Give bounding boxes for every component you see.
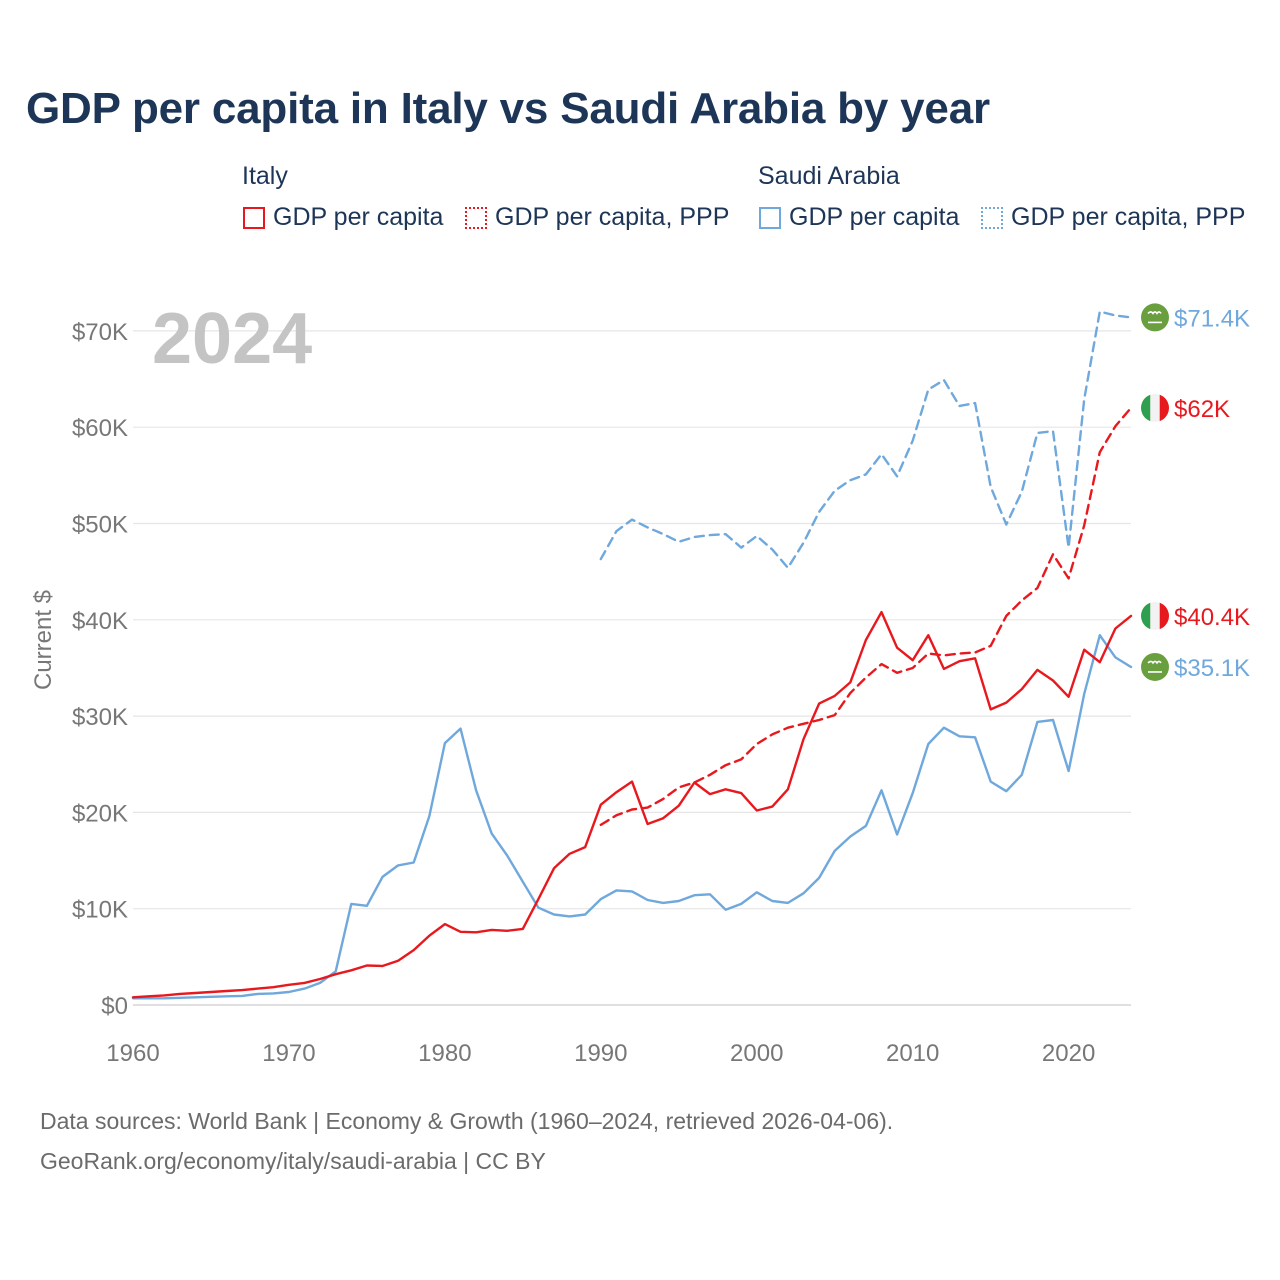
x-tick-label: 1960 [106,1040,159,1067]
y-tick-label: $0 [101,993,128,1020]
legend-label-italy-gdp: GDP per capita [273,203,444,231]
y-tick-label: $10K [72,897,128,924]
y-axis-label: Current $ [30,590,57,690]
flag-stripe-red [1159,393,1169,422]
x-tick-label: 1980 [418,1040,471,1067]
series-line-saudi-ppp [599,310,1133,569]
y-tick-label: $30K [72,704,128,731]
italy-flag-icon [1141,601,1169,630]
x-tick-label: 2010 [886,1040,939,1067]
series-line-italy-gdp [131,610,1133,999]
x-tick-label: 1970 [262,1040,315,1067]
flag-stripe-green [1141,393,1151,422]
series-line-saudi-gdp [131,634,1133,1000]
legend-label-saudi-gdp: GDP per capita [789,203,960,231]
footer-link[interactable]: GeoRank.org/economy/italy/saudi-arabia |… [40,1148,546,1174]
year-watermark: 2024 [152,299,312,379]
legend-group-italy: Italy [242,162,288,190]
flag-script [1147,311,1162,315]
legend-italy-gdp[interactable]: GDP per capita [243,203,443,232]
flag-stripe-white [1150,601,1160,630]
y-tick-label: $60K [72,415,128,442]
flag-stripe-red [1159,601,1169,630]
flag-circle [1141,652,1169,681]
legend-italy-ppp[interactable]: GDP per capita, PPP [465,203,729,232]
legend-swatch-saudi-ppp [981,206,1003,229]
legend-label-italy-ppp: GDP per capita, PPP [495,203,730,231]
legend-saudi-gdp[interactable]: GDP per capita [759,203,959,232]
x-tick-label: 1990 [574,1040,627,1067]
flag-circle [1141,303,1169,332]
saudi-flag-icon [1141,652,1169,681]
y-tick-label: $70K [72,319,128,346]
legend-label-saudi-ppp: GDP per capita, PPP [1011,203,1246,231]
chart-title: GDP per capita in Italy vs Saudi Arabia … [26,84,990,133]
footer-sources: Data sources: World Bank | Economy & Gro… [40,1108,894,1134]
italy-flag-icon [1141,393,1169,422]
legend-saudi-ppp[interactable]: GDP per capita, PPP [981,203,1245,232]
y-tick-label: $20K [72,800,128,827]
flag-script [1147,660,1162,665]
end-value-label: $62K [1174,396,1230,423]
y-tick-label: $50K [72,512,128,539]
legend-swatch-saudi-gdp [759,206,781,229]
legend-swatch-italy-ppp [465,206,487,229]
end-value-label: $40.4K [1174,604,1250,631]
flag-stripe-white [1150,393,1160,422]
flag-stripe-green [1141,601,1151,630]
legend-swatch-italy-gdp [243,206,265,229]
series-line-italy-ppp [599,406,1133,827]
saudi-flag-icon [1141,303,1169,332]
x-tick-label: 2000 [730,1040,783,1067]
end-value-label: $71.4K [1174,305,1250,332]
y-tick-label: $40K [72,608,128,635]
end-value-label: $35.1K [1174,655,1250,682]
x-tick-label: 2020 [1042,1040,1095,1067]
legend-group-saudi: Saudi Arabia [758,162,900,190]
